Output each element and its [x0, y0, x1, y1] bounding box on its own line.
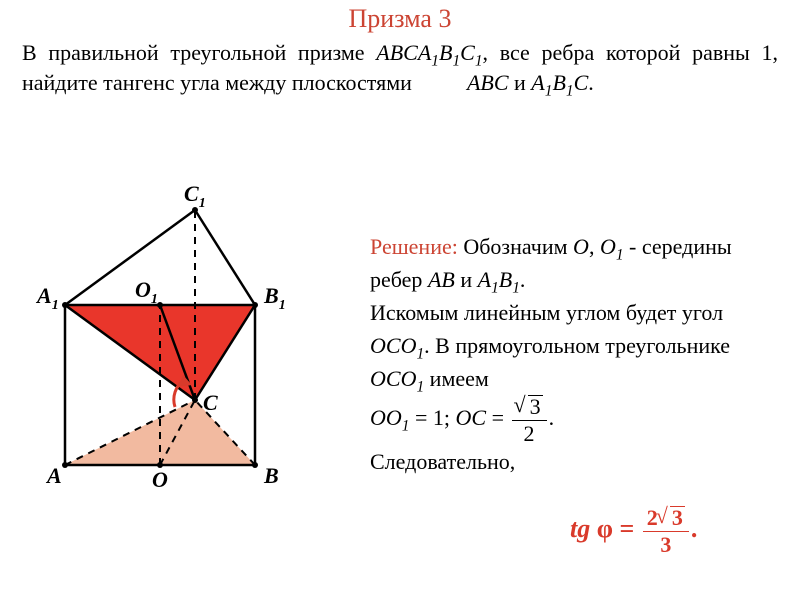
t: φ — [590, 514, 619, 543]
t: Следовательно, — [370, 449, 515, 474]
oo1: OO1 — [370, 405, 409, 430]
label-o: O — [152, 467, 168, 492]
prism-diagram: A B C O A1 B1 C1 O1 — [20, 175, 340, 515]
a1b1: A1B1 — [478, 267, 520, 292]
t: 2 — [512, 421, 547, 445]
t: O — [401, 333, 417, 358]
t: ABCA — [376, 40, 431, 65]
t: 1 — [475, 52, 483, 69]
t: tg — [570, 514, 590, 543]
edge-a1c1 — [65, 210, 195, 305]
t: . — [520, 267, 526, 292]
label-a: A — [45, 463, 62, 488]
t: = — [619, 514, 640, 543]
t: B — [439, 40, 452, 65]
t: = 1; — [409, 405, 455, 430]
t: имеем — [424, 366, 489, 391]
t: Искомым линейным углом будет угол — [370, 300, 723, 325]
t: O — [370, 405, 386, 430]
label-c1: C1 — [184, 181, 206, 211]
t: , — [589, 234, 600, 259]
label-b: B — [263, 463, 279, 488]
t: A — [531, 70, 544, 95]
t: 1 — [491, 279, 499, 296]
t: B — [499, 267, 512, 292]
t: и — [455, 267, 478, 292]
t: O — [370, 333, 386, 358]
gap — [412, 70, 467, 95]
t: C — [386, 366, 401, 391]
t: 3 — [528, 395, 543, 418]
label-o1: O1 — [135, 277, 158, 307]
t: O — [401, 366, 417, 391]
t: O — [600, 234, 616, 259]
label-c: C — [203, 390, 218, 415]
angle-oco1: OCO1 — [370, 333, 424, 358]
o1: O1 — [600, 234, 624, 259]
tri-oco1: OCO1 — [370, 366, 424, 391]
t: 3 — [670, 506, 685, 529]
solution-label: Решение: — [370, 234, 458, 259]
t: B — [552, 70, 565, 95]
answer-formula: tg φ = 233. — [570, 506, 697, 556]
t: A — [478, 267, 491, 292]
t: C — [460, 40, 475, 65]
t: = — [486, 405, 509, 430]
t: 3 — [643, 532, 689, 556]
t: 1 — [566, 82, 574, 99]
page-title: Призма 3 — [0, 4, 800, 34]
plane-a1b1c: A1B1C — [531, 70, 588, 95]
frac-sqrt3-over-2: 32 — [512, 395, 547, 445]
t: 1 — [452, 52, 460, 69]
prism-name: ABCA1B1C1 — [376, 40, 482, 65]
t: O — [370, 366, 386, 391]
dot: . — [588, 70, 594, 95]
label-a1: A1 — [35, 283, 59, 313]
and: и — [509, 70, 532, 95]
t: . — [549, 405, 555, 430]
prob-pre: В правильной треугольной призме — [22, 40, 376, 65]
solution-text: Решение: Обозначим O, O1 - середины ребе… — [370, 230, 778, 478]
t: 1 — [512, 279, 520, 296]
t: . В прямоугольном треугольнике — [424, 333, 730, 358]
t: . — [691, 514, 698, 543]
problem-statement: В правильной треугольной призме ABCA1B1C… — [22, 38, 778, 97]
t: O — [573, 234, 589, 259]
t: C — [386, 333, 401, 358]
t: OC — [456, 405, 487, 430]
t: Обозначим — [458, 234, 573, 259]
plane-abc: ABC — [467, 70, 509, 95]
t: O — [386, 405, 402, 430]
label-b1: B1 — [263, 283, 286, 313]
t: AB — [428, 267, 455, 292]
answer-frac: 233 — [643, 506, 689, 556]
t: 1 — [616, 246, 624, 263]
t: C — [574, 70, 589, 95]
t: 1 — [431, 52, 439, 69]
edge-b1c1 — [195, 210, 255, 305]
